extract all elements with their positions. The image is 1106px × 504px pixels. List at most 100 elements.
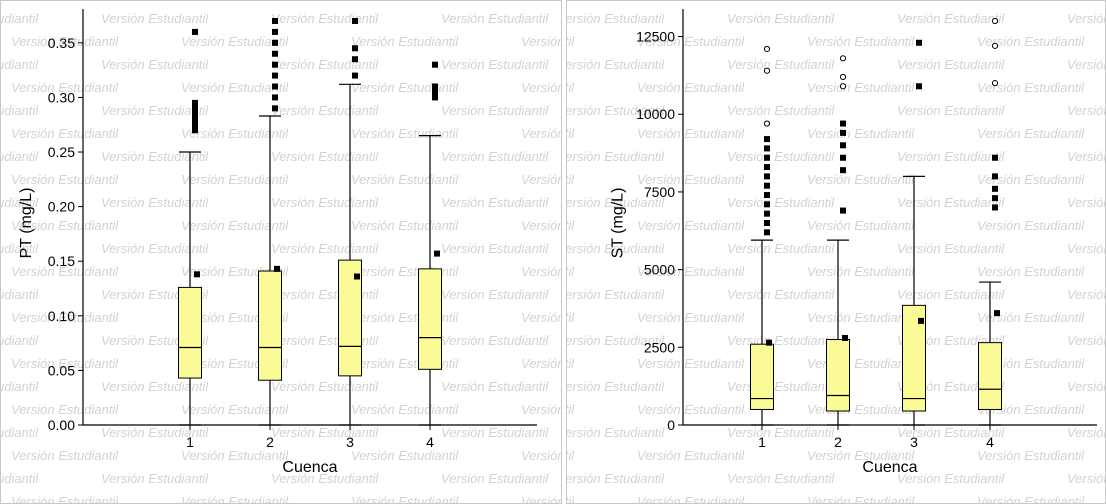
watermark-text: Versión Estudiantil [567,310,575,325]
outlier-point [352,56,358,63]
watermark-text: Versión Estudiantil [1,149,39,164]
watermark-text: Versión Estudiantil [897,471,1005,486]
watermark-text: Versión Estudiantil [11,402,119,417]
mean-marker [194,271,200,278]
watermark-text: Versión Estudiantil [977,264,1085,279]
outlier-point [992,154,998,161]
watermark-text: Versión Estudiantil [567,218,575,233]
outlier-point [432,94,438,101]
outlier-point [764,173,770,180]
y-axis-label: ST (mg/L) [610,188,627,259]
watermark-text: Versión Estudiantil [567,34,575,49]
watermark-text: Versión Estudiantil [271,471,379,486]
outlier-point [272,94,278,101]
watermark-text: Versión Estudiantil [1,471,39,486]
watermark-text: Versión Estudiantil [567,241,665,256]
watermark-text: Versión Estudiantil [11,80,119,95]
watermark-text: Versión Estudiantil [101,471,209,486]
watermark-text: Versión Estudiantil [977,402,1085,417]
watermark-text: Versión Estudiantil [567,448,575,463]
watermark-text: Versión Estudiantil [441,11,549,26]
watermark-text: Versión Estudiantil [101,241,209,256]
watermark-text: Versión Estudiantil [441,333,549,348]
watermark-text: Versión Estudiantil [977,310,1085,325]
chart-svg-pt: Versión Estudiantil Versión Estudiantil Ve… [1,9,562,504]
watermark-text: Versión Estudiantil [637,264,745,279]
watermark-text: Versión Estudiantil [271,149,379,164]
watermark-text: Versión Estudiantil [521,126,562,141]
watermark-text: Versión Estudiantil [1,379,39,394]
watermark-text: Versión Estudiantil [727,287,835,302]
outlier-point [764,229,770,236]
watermark-text: Versión Estudiantil [271,425,379,440]
watermark-text: Versión Estudiantil [897,241,1005,256]
mean-marker [274,265,280,272]
watermark-text: Versión Estudiantil [181,218,289,233]
x-tick-label: 1 [758,434,766,450]
watermark-text: Versión Estudiantil [11,356,119,371]
far-outlier-point [991,42,999,49]
watermark-text: Versión Estudiantil [11,126,119,141]
watermark-text: Versión Estudiantil [521,80,562,95]
watermark-text: Versión Estudiantil [727,11,835,26]
outlier-point [840,120,846,127]
box-group-2 [258,18,282,426]
outlier-point [192,127,198,134]
watermark-text: Versión Estudiantil [351,172,459,187]
watermark-text: Versión Estudiantil [727,471,835,486]
mean-marker [842,334,848,341]
watermark-text: Versión Estudiantil [897,195,1005,210]
x-tick-label: 2 [266,434,274,450]
watermark-text: Versión Estudiantil [1067,57,1106,72]
watermark-text: Versión Estudiantil [1,195,39,210]
outlier-point [192,99,198,106]
watermark-text: Versión Estudiantil [101,103,209,118]
watermark-text: Versión Estudiantil [727,195,835,210]
watermark-text: Versión Estudiantil [441,241,549,256]
box-iqr [978,342,1002,410]
outlier-point [272,83,278,90]
watermark-text: Versión Estudiantil [521,402,562,417]
watermark-text: Versión Estudiantil [637,310,745,325]
watermark-text: Versión Estudiantil [727,149,835,164]
watermark-text: Versión Estudiantil [807,310,915,325]
watermark-text: Versión Estudiantil [271,333,379,348]
y-tick-label: 0.25 [48,144,75,160]
watermark-text: Versión Estudiantil [1067,103,1106,118]
outlier-point [432,88,438,95]
watermark-text: Versión Estudiantil [567,494,575,504]
box-iqr [418,268,442,370]
watermark-text: Versión Estudiantil [1,241,39,256]
box-group-4 [978,17,1002,426]
chart-panel-st: Versión Estudiantil Versión Estudiantil Ve… [566,0,1106,504]
watermark-text: Versión Estudiantil [567,425,665,440]
far-outlier-point [991,80,999,87]
watermark-layer: Versión Estudiantil Versión Estudiantil Ve… [567,11,1106,504]
watermark-text: Versión Estudiantil [567,80,575,95]
outlier-point [992,204,998,211]
outlier-point [764,220,770,226]
watermark-text: Versión Estudiantil [521,448,562,463]
watermark-text: Versión Estudiantil [441,57,549,72]
watermark-text: Versión Estudiantil [11,34,119,49]
watermark-text: Versión Estudiantil [1,287,39,302]
watermark-text: Versión Estudiantil [637,34,745,49]
watermark-text: Versión Estudiantil [521,494,562,504]
outlier-point [272,39,278,46]
far-outlier-point [763,120,771,127]
mean-marker [994,310,1000,317]
outlier-point [192,105,198,112]
outlier-point [764,136,770,143]
outlier-point [764,210,770,217]
mean-marker [354,273,360,280]
watermark-text: Versión Estudiantil [181,80,289,95]
watermark-text: Versión Estudiantil [1,103,39,118]
watermark-text: Versión Estudiantil [101,195,209,210]
chart-svg-st: Versión Estudiantil Versión Estudiantil Ve… [567,9,1106,504]
outlier-point [272,105,278,112]
watermark-text: Versión Estudiantil [1067,287,1106,302]
watermark-text: Versión Estudiantil [1,333,39,348]
watermark-text: Versión Estudiantil [637,494,745,504]
outlier-point [764,145,770,152]
mean-marker [434,250,440,257]
